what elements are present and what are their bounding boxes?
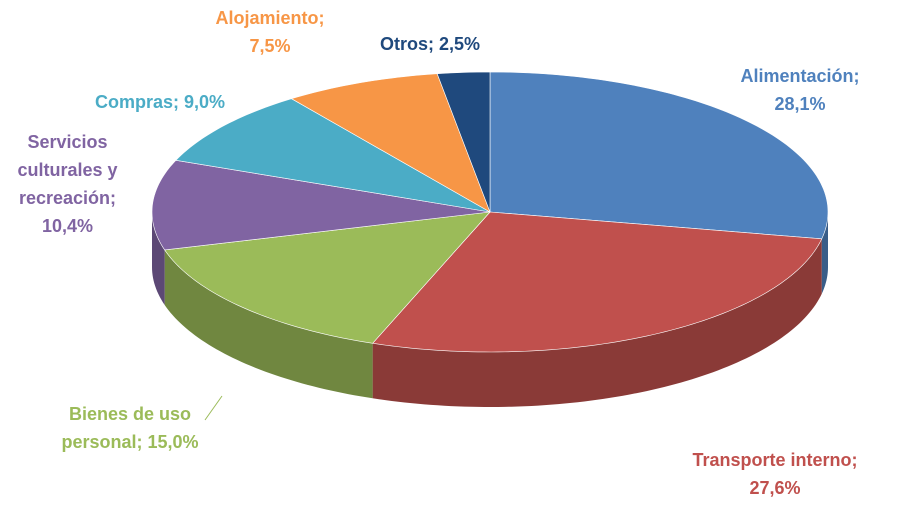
value-label: 27,6% [749, 478, 801, 498]
value-label: 2,5% [439, 34, 481, 54]
value-label: 28,1% [774, 94, 826, 114]
category-label: Bienes de uso personal [61, 404, 192, 452]
category-label: Otros [379, 34, 428, 54]
category-label: Transporte interno [692, 450, 852, 470]
label-separator: ; [427, 34, 434, 54]
pie-slice-side [152, 212, 165, 305]
category-label: Alojamiento [215, 8, 319, 28]
label-separator: ; [110, 188, 117, 208]
data-label: Transporte interno; 27,6% [690, 446, 860, 502]
data-label: Bienes de uso personal; 15,0% [30, 400, 230, 456]
label-separator: ; [318, 8, 325, 28]
value-label: 15,0% [147, 432, 199, 452]
pie-slice [436, 71, 491, 213]
pie-slice-side [372, 238, 822, 407]
data-label: Compras; 9,0% [60, 88, 260, 116]
label-separator: ; [136, 432, 143, 452]
value-label: 9,0% [184, 92, 226, 112]
pie-slice-side [821, 212, 828, 294]
category-label: Compras [94, 92, 173, 112]
pie-slice [489, 71, 829, 240]
pie-slice [175, 98, 491, 213]
category-label: Alimentación [740, 66, 854, 86]
label-separator: ; [172, 92, 179, 112]
data-label: Otros; 2,5% [345, 30, 515, 58]
pie-slice-side [164, 249, 373, 399]
pie-slice [164, 211, 491, 344]
pie-slice [372, 211, 823, 353]
category-label: Servicios culturales y recreación [17, 132, 118, 208]
label-separator: ; [851, 450, 858, 470]
value-label: 10,4% [41, 216, 94, 236]
data-label: Servicios culturales y recreación; 10,4% [0, 128, 135, 240]
pie-slice [290, 73, 491, 213]
leader-line [204, 395, 223, 421]
data-label: Alimentación; 28,1% [720, 62, 880, 118]
pie-slice [151, 159, 491, 251]
data-label: Alojamiento; 7,5% [205, 4, 335, 60]
value-label: 7,5% [249, 36, 291, 56]
label-separator: ; [853, 66, 860, 86]
